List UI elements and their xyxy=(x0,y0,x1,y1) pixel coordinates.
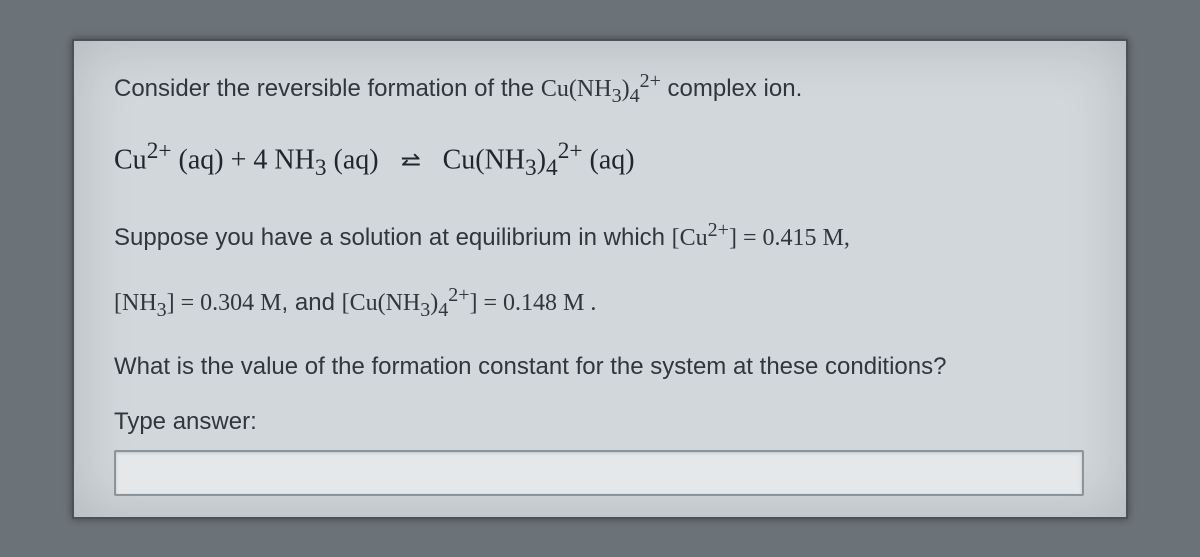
cx-sub4: 4 xyxy=(438,299,448,321)
and-text: , and xyxy=(282,289,342,316)
intro-line: Consider the reversible formation of the… xyxy=(114,65,1086,112)
eq-rhs-cu: Cu(NH xyxy=(436,145,525,176)
answer-input[interactable] xyxy=(114,450,1084,496)
conc1-open: [Cu xyxy=(672,225,708,251)
eq-nh-state: (aq) xyxy=(327,145,386,176)
eq-nh-sub: 3 xyxy=(315,155,327,181)
conc1-formula: [Cu2+] = 0.415 M, xyxy=(672,225,850,251)
cx-open: [Cu(NH xyxy=(342,290,421,316)
question-panel: Consider the reversible formation of the… xyxy=(72,39,1128,519)
conc-line-1: Suppose you have a solution at equilibri… xyxy=(114,214,1086,257)
eq-cu: Cu xyxy=(114,145,147,176)
conc1-sup: 2+ xyxy=(708,219,729,241)
complex-formula: Cu(NH3)42+ xyxy=(541,76,661,102)
conc1-close: ] = 0.415 M, xyxy=(729,225,850,251)
f-sub3: 3 xyxy=(612,84,622,106)
f-cu: Cu(NH xyxy=(541,76,612,102)
answer-label: Type answer: xyxy=(114,408,1086,436)
cx-sup: 2+ xyxy=(448,284,469,306)
question-line: What is the value of the formation const… xyxy=(114,348,1086,386)
f-sup: 2+ xyxy=(640,70,661,92)
equilibrium-arrow-icon: ⇀⇀ xyxy=(386,150,436,174)
eq-rhs-state: (aq) xyxy=(583,145,635,176)
eq-rhs-close: ) xyxy=(537,145,546,176)
f-sub4: 4 xyxy=(630,84,640,106)
intro-suffix: complex ion. xyxy=(661,75,802,102)
complex-conc: [Cu(NH3)42+] = 0.148 M . xyxy=(342,290,597,316)
eq-rhs-sup: 2+ xyxy=(558,138,583,164)
intro-prefix: Consider the reversible formation of the xyxy=(114,75,541,102)
eq-rhs-sub3: 3 xyxy=(525,155,537,181)
conc1-prefix: Suppose you have a solution at equilibri… xyxy=(114,224,672,251)
nh3-conc: [NH3] = 0.304 M xyxy=(114,290,282,316)
cx-sub3: 3 xyxy=(420,299,430,321)
f-close: ) xyxy=(622,76,630,102)
nh-sub: 3 xyxy=(157,299,167,321)
eq-cu-state: (aq) + 4 NH xyxy=(172,145,315,176)
conc-line-2: [NH3] = 0.304 M, and [Cu(NH3)42+] = 0.14… xyxy=(114,279,1086,326)
nh-val: ] = 0.304 M xyxy=(167,290,282,316)
eq-cu-sup: 2+ xyxy=(147,138,172,164)
cx-val: ] = 0.148 M . xyxy=(470,290,597,316)
eq-rhs-sub4: 4 xyxy=(546,155,558,181)
nh-open: [NH xyxy=(114,290,157,316)
equation-line: Cu2+ (aq) + 4 NH3 (aq) ⇀⇀ Cu(NH3)42+ (aq… xyxy=(114,133,1086,187)
